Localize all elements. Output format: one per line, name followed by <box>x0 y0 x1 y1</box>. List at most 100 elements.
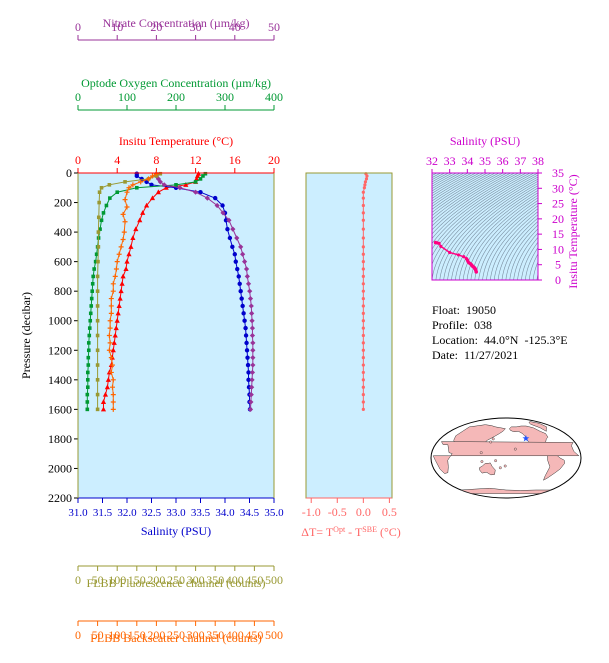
salinity-point <box>220 203 225 208</box>
salinity-point <box>246 385 252 390</box>
oxygen-tick-label: 400 <box>265 90 283 104</box>
nitrate-point <box>226 217 232 223</box>
delta-t-point <box>361 260 365 264</box>
backscatter-point <box>108 369 114 375</box>
delta-t-point <box>361 348 365 352</box>
nitrate-point <box>238 244 244 250</box>
temperature-point <box>114 317 120 323</box>
fluorescence-point <box>96 230 101 234</box>
map-land <box>432 441 580 474</box>
delta-t-tick-label: -1.0 <box>302 505 321 519</box>
map-island <box>494 459 498 463</box>
oxygen-point <box>201 174 205 178</box>
nitrate-point <box>157 179 163 185</box>
backscatter-point <box>113 266 119 272</box>
temperature-point <box>112 332 118 338</box>
density-contour <box>486 208 538 280</box>
delta-t-point <box>363 183 367 187</box>
temperature-point <box>110 347 116 353</box>
fluorescence-series-line <box>97 173 161 410</box>
nitrate-point <box>248 391 254 398</box>
fluorescence-tick-label: 200 <box>147 573 165 587</box>
salinity-point <box>243 333 249 338</box>
backscatter-point <box>106 333 112 338</box>
pressure-tick-label: 0 <box>66 166 72 180</box>
main-profile-frame <box>77 172 275 499</box>
density-contour <box>432 173 477 199</box>
salinity-point <box>240 303 245 309</box>
fluorescence-axis-title: FLBB Fluorescence channel (counts) <box>87 576 266 590</box>
nitrate-point <box>220 210 226 216</box>
density-contour <box>466 194 538 280</box>
density-contour <box>556 170 609 280</box>
map-island <box>513 447 517 451</box>
temperature-tick-label: 4 <box>114 153 120 167</box>
density-contour <box>432 173 535 257</box>
density-contour <box>576 170 609 280</box>
fluorescence-tick-label: 300 <box>187 573 205 587</box>
temperature-point <box>126 251 132 257</box>
delta-t-point <box>361 190 365 194</box>
info-date-value: 11/27/2021 <box>464 348 519 362</box>
fluorescence-point <box>158 171 163 176</box>
temperature-point <box>155 189 161 195</box>
nitrate-tick-label: 30 <box>190 20 202 34</box>
salinity-point <box>243 325 248 331</box>
density-contour <box>432 173 538 266</box>
nitrate-point <box>248 399 254 405</box>
oxygen-point <box>193 180 198 184</box>
salinity-point <box>236 274 241 279</box>
fluorescence-point <box>95 304 100 308</box>
oxygen-point <box>85 392 90 397</box>
delta-t-point <box>361 218 365 222</box>
density-contour <box>432 173 469 194</box>
fluorescence-tick-label: 350 <box>206 573 224 587</box>
nitrate-point <box>243 266 250 272</box>
backscatter-point <box>109 362 115 368</box>
backscatter-point <box>110 281 116 287</box>
salinity-point <box>134 173 139 179</box>
salinity-point <box>149 182 154 188</box>
density-contour <box>447 183 538 280</box>
ts-y-tick-label: 10 <box>552 242 564 256</box>
fluorescence-tick-label: 400 <box>226 573 244 587</box>
density-contour <box>455 187 538 280</box>
oxygen-point <box>86 348 91 353</box>
pressure-tick-label: 1800 <box>48 432 72 446</box>
density-contour <box>451 185 538 280</box>
nitrate-point <box>250 355 256 361</box>
oxygen-point <box>86 341 91 345</box>
oxygen-point <box>86 385 90 390</box>
temperature-point <box>100 399 107 404</box>
backscatter-tick-label: 200 <box>147 628 165 642</box>
backscatter-point <box>122 219 128 225</box>
backscatter-tick-label: 450 <box>245 628 263 642</box>
density-contour <box>517 236 538 280</box>
oxygen-point <box>86 355 91 360</box>
nitrate-point <box>249 384 255 390</box>
delta-t-point <box>361 311 365 315</box>
nitrate-point <box>242 259 248 265</box>
density-contour <box>501 220 538 280</box>
nitrate-point <box>234 235 240 241</box>
delta-t-axes: -1.0 -0.5 0.0 0.5 ΔT= TOpt - TSBE (°C) <box>301 172 401 539</box>
fluorescence-tick-label: 150 <box>128 573 146 587</box>
fluorescence-point <box>95 378 100 382</box>
oxygen-point <box>198 177 203 181</box>
info-date: Date: 11/27/2021 <box>432 348 518 363</box>
fluorescence-point <box>123 180 127 184</box>
nitrate-point <box>247 295 254 302</box>
salinity-tick-label: 33.0 <box>166 507 186 519</box>
delta-t-point <box>361 378 365 382</box>
density-contour <box>432 173 512 227</box>
temperature-point <box>104 384 110 390</box>
density-contour <box>580 170 609 280</box>
info-location-label: Location: <box>432 333 478 347</box>
fluorescence-tick-label: 500 <box>265 573 283 587</box>
map-island <box>479 451 483 455</box>
salinity-point <box>232 252 237 257</box>
oxygen-point <box>89 296 94 301</box>
pressure-tick-label: 1400 <box>48 373 72 387</box>
delta-t-point <box>361 274 365 279</box>
